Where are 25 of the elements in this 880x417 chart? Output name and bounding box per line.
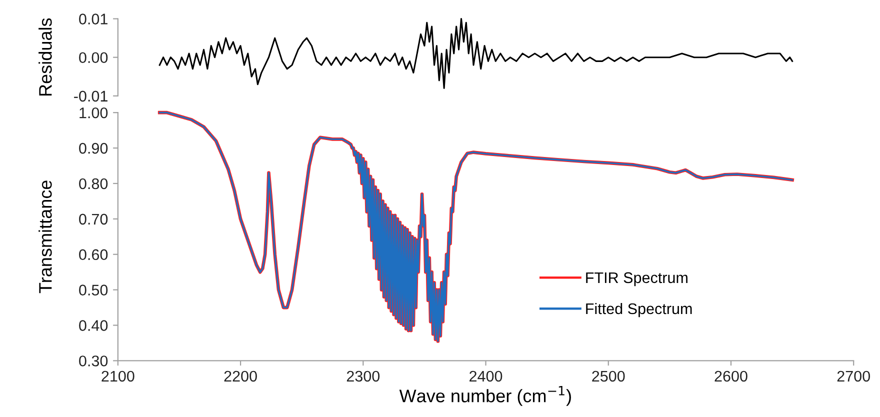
y-tick-label: 0.00 xyxy=(79,52,108,64)
x-tick-label: 2700 xyxy=(837,370,870,382)
x-tick-label: 2400 xyxy=(470,370,502,382)
y-tick-label: 0.60 xyxy=(79,249,108,260)
x-tick-label: 2200 xyxy=(224,370,257,382)
y-tick-label: 0.01 xyxy=(79,14,108,24)
y-tick-label: 0.30 xyxy=(79,356,108,366)
line-series xyxy=(158,18,794,89)
x-axis-title: Wave number (cm$^{−1}$) xyxy=(399,386,571,406)
y-tick-label: 0.40 xyxy=(79,320,108,331)
y-tick-label: 0.90 xyxy=(79,142,108,154)
y-axis-title: Residuals xyxy=(38,18,52,96)
y-tick-label: 0.50 xyxy=(79,284,108,296)
y-tick-label: 1.00 xyxy=(80,107,108,118)
x-tick-label: 2600 xyxy=(714,370,748,382)
x-tick-label: 2500 xyxy=(592,370,625,382)
x-tick-label: 2300 xyxy=(346,370,380,382)
legend-label: FTIR Spectrum xyxy=(586,272,688,286)
y-axis-title: Transmittance xyxy=(38,180,52,294)
y-tick-label: 0.80 xyxy=(79,178,108,190)
legend-label: Fitted Spectrum xyxy=(586,302,692,318)
x-tick-label: 2100 xyxy=(102,370,134,382)
y-tick-label: 0.70 xyxy=(79,214,108,225)
y-tick-label: -0.01 xyxy=(74,90,108,102)
line-series xyxy=(158,112,794,342)
